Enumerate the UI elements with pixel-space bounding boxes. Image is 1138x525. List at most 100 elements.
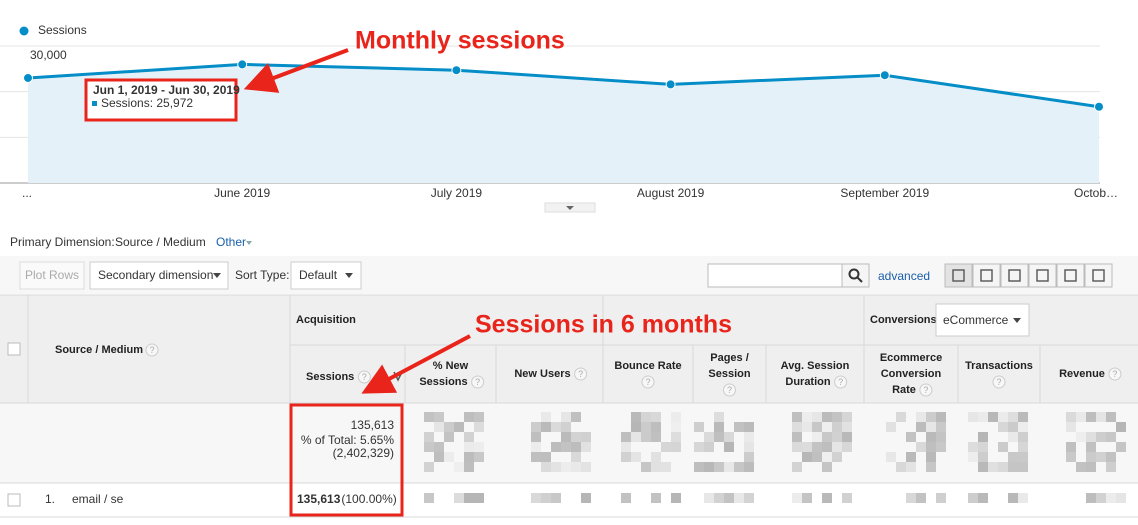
blurred-cell xyxy=(621,432,631,442)
blurred-cell xyxy=(1116,422,1126,432)
blurred-cell xyxy=(424,412,434,422)
blurred-cell xyxy=(561,442,571,452)
blurred-cell xyxy=(651,493,661,503)
blurred-cell xyxy=(1086,452,1096,462)
help-icon[interactable] xyxy=(574,367,588,381)
point[interactable] xyxy=(1094,101,1104,112)
blurred-cell xyxy=(886,452,896,462)
blurred-cell xyxy=(1008,422,1018,432)
blurred-cell xyxy=(694,442,704,452)
plot-rows-button[interactable] xyxy=(19,261,85,290)
blurred-cell xyxy=(434,452,444,462)
view-button[interactable] xyxy=(1000,263,1029,288)
view-icon xyxy=(1008,269,1021,282)
blurred-cell xyxy=(541,422,551,432)
checkbox[interactable] xyxy=(7,342,21,356)
help-mark: ? xyxy=(475,377,480,387)
blurred-cell xyxy=(424,442,434,452)
blurred-cell xyxy=(694,422,704,432)
blurred-cell xyxy=(1008,462,1018,472)
blurred-cell xyxy=(724,462,734,472)
blurred-cell xyxy=(571,412,581,422)
point[interactable] xyxy=(23,72,33,83)
row-share: (100.00%) xyxy=(341,492,396,506)
blurred-cell xyxy=(744,442,754,452)
blurred-cell xyxy=(734,422,744,432)
blurred-cell xyxy=(988,462,998,472)
point[interactable] xyxy=(879,70,890,81)
blurred-cell xyxy=(1106,412,1116,422)
group-header: Conversions xyxy=(870,314,937,326)
help-icon[interactable] xyxy=(992,375,1006,389)
other-dimension[interactable]: Other xyxy=(216,235,246,249)
tooltip xyxy=(84,78,238,122)
blurred-cell xyxy=(714,493,724,503)
help-icon[interactable] xyxy=(1108,367,1122,381)
blurred-cell xyxy=(561,462,571,472)
blurred-cell xyxy=(926,432,936,442)
sort-type-select[interactable] xyxy=(290,261,362,290)
help-icon[interactable] xyxy=(145,343,159,357)
point[interactable] xyxy=(237,59,248,70)
blurred-cell xyxy=(531,422,541,432)
blurred-cell xyxy=(571,462,581,472)
blurred-cell xyxy=(832,452,842,462)
blurred-cell xyxy=(812,442,822,452)
blurred-cell xyxy=(434,442,444,452)
help-icon[interactable] xyxy=(471,375,485,389)
secondary-dimension-select[interactable] xyxy=(89,261,229,290)
blurred-cell xyxy=(641,432,651,442)
point[interactable] xyxy=(451,65,462,76)
blurred-cell xyxy=(541,452,551,462)
blurred-cell xyxy=(812,432,822,442)
blurred-cell xyxy=(561,432,571,442)
view-button[interactable] xyxy=(944,263,973,288)
column-header: % New xyxy=(433,360,469,372)
blurred-cell xyxy=(968,452,978,462)
blurred-cell xyxy=(631,412,641,422)
blurred-cell xyxy=(1086,432,1096,442)
blurred-cell xyxy=(792,442,802,452)
blurred-cell xyxy=(671,432,681,442)
blurred-cell xyxy=(832,422,842,432)
x-tick-label: September 2019 xyxy=(840,186,929,200)
view-button[interactable] xyxy=(1084,263,1113,288)
help-icon[interactable] xyxy=(723,383,736,397)
blurred-cell xyxy=(454,422,464,432)
blurred-cell xyxy=(1008,493,1018,503)
column-header: New Users xyxy=(514,368,570,380)
blurred-cell xyxy=(714,412,724,422)
blurred-cell xyxy=(842,493,852,503)
view-button[interactable] xyxy=(972,263,1001,288)
view-button[interactable] xyxy=(1028,263,1057,288)
blurred-cell xyxy=(464,493,474,503)
blurred-cell xyxy=(1096,452,1106,462)
blurred-cell xyxy=(822,442,832,452)
point[interactable] xyxy=(665,79,676,90)
blurred-cell xyxy=(896,462,906,472)
blurred-cell xyxy=(1106,493,1116,503)
blurred-cell xyxy=(571,432,581,442)
blurred-cell xyxy=(454,462,464,472)
blurred-cell xyxy=(906,493,916,503)
search-box[interactable] xyxy=(707,263,843,288)
row-source[interactable]: email / se xyxy=(72,492,124,506)
help-icon[interactable] xyxy=(834,375,848,389)
blurred-cell xyxy=(641,462,651,472)
blurred-cell xyxy=(822,493,832,503)
checkbox[interactable] xyxy=(7,493,21,507)
view-button[interactable] xyxy=(1056,263,1085,288)
blurred-cell xyxy=(998,412,1008,422)
blurred-cell xyxy=(1018,452,1028,462)
help-icon[interactable] xyxy=(641,375,655,389)
blurred-cell xyxy=(671,493,681,503)
sort-type-label: Sort Type: xyxy=(235,268,289,282)
blurred-cell xyxy=(1018,412,1028,422)
search-button[interactable] xyxy=(841,263,870,288)
conversion-select[interactable] xyxy=(935,303,1030,337)
blurred-cell xyxy=(744,493,754,503)
blurred-cell xyxy=(906,462,916,472)
column-header: Sessions xyxy=(419,376,467,388)
help-icon[interactable] xyxy=(919,383,933,397)
advanced-link[interactable]: advanced xyxy=(878,269,930,283)
